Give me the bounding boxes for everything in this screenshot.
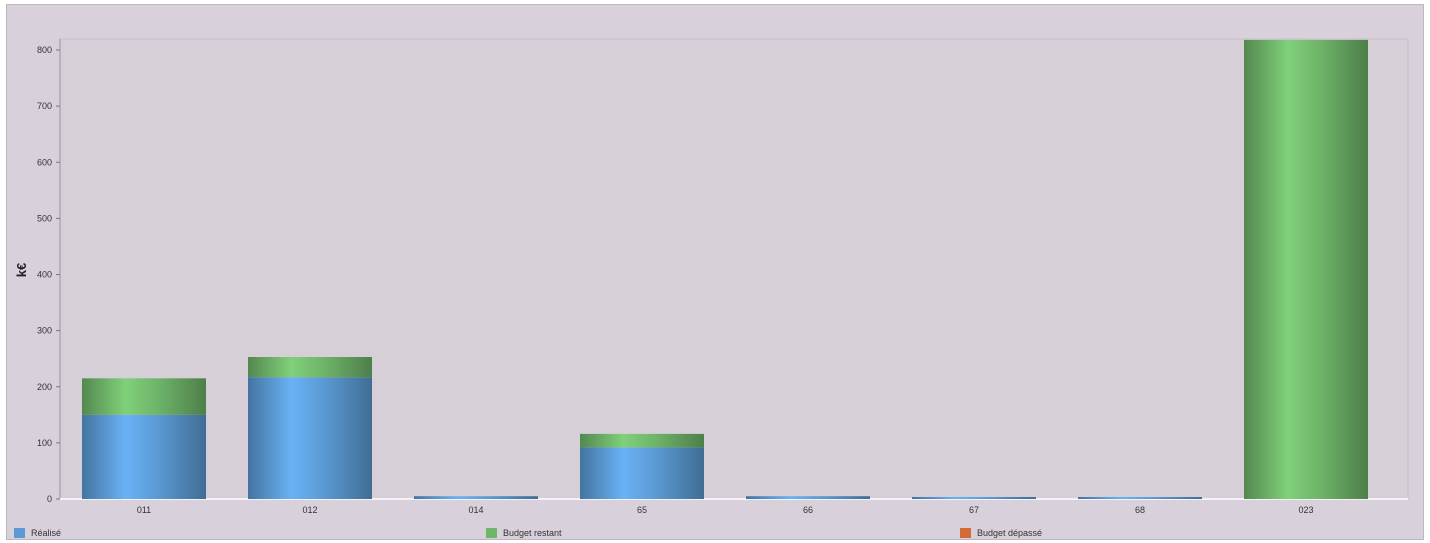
y-tick-label: 500 <box>37 213 52 223</box>
x-tick-label: 68 <box>1135 505 1145 515</box>
bar-chart: 0 100 200 300 400 500 600 700 800 k€ 011 012 014 65 66… <box>14 38 1409 515</box>
y-axis-title: k€ <box>14 263 29 277</box>
y-tick-label: 100 <box>37 438 52 448</box>
y-tick-label: 200 <box>37 382 52 392</box>
legend-swatch <box>486 528 497 538</box>
bar-Réalisé <box>82 414 206 499</box>
x-tick-label: 67 <box>969 505 979 515</box>
bar-Réalisé <box>746 496 870 499</box>
bar-Réalisé <box>580 447 704 499</box>
legend-item: Réalisé <box>14 528 61 538</box>
bar-Réalisé <box>912 497 1036 499</box>
x-tick-label: 011 <box>137 505 151 515</box>
x-tick-label: 012 <box>302 505 317 515</box>
legend-label: Budget restant <box>503 528 562 538</box>
y-tick-label: 600 <box>37 157 52 167</box>
bar-Réalisé <box>1078 497 1202 499</box>
bar-Réalisé <box>414 496 538 499</box>
y-tick-label: 0 <box>47 494 52 504</box>
y-tick-label: 800 <box>37 45 52 55</box>
y-tick-label: 300 <box>37 326 52 336</box>
x-tick-label: 65 <box>637 505 647 515</box>
legend-label: Budget dépassé <box>977 528 1043 538</box>
bar-Budget restant <box>82 378 206 415</box>
x-tick-label: 66 <box>803 505 813 515</box>
legend-swatch <box>960 528 971 538</box>
bar-Réalisé <box>248 377 372 499</box>
legend-item: Budget dépassé <box>960 528 1042 538</box>
y-tick-label: 700 <box>37 101 52 111</box>
x-tick-label: 023 <box>1298 505 1313 515</box>
bar-Budget restant <box>248 357 372 378</box>
legend-label: Réalisé <box>31 528 62 538</box>
legend-item: Budget restant <box>486 528 562 538</box>
y-tick-label: 400 <box>37 270 52 280</box>
legend-swatch <box>14 528 25 538</box>
x-tick-label: 014 <box>468 505 483 515</box>
legend: Réalisé Budget restant Budget dépassé <box>0 526 1430 543</box>
bar-Budget restant <box>1244 39 1368 500</box>
bar-Budget restant <box>580 433 704 448</box>
